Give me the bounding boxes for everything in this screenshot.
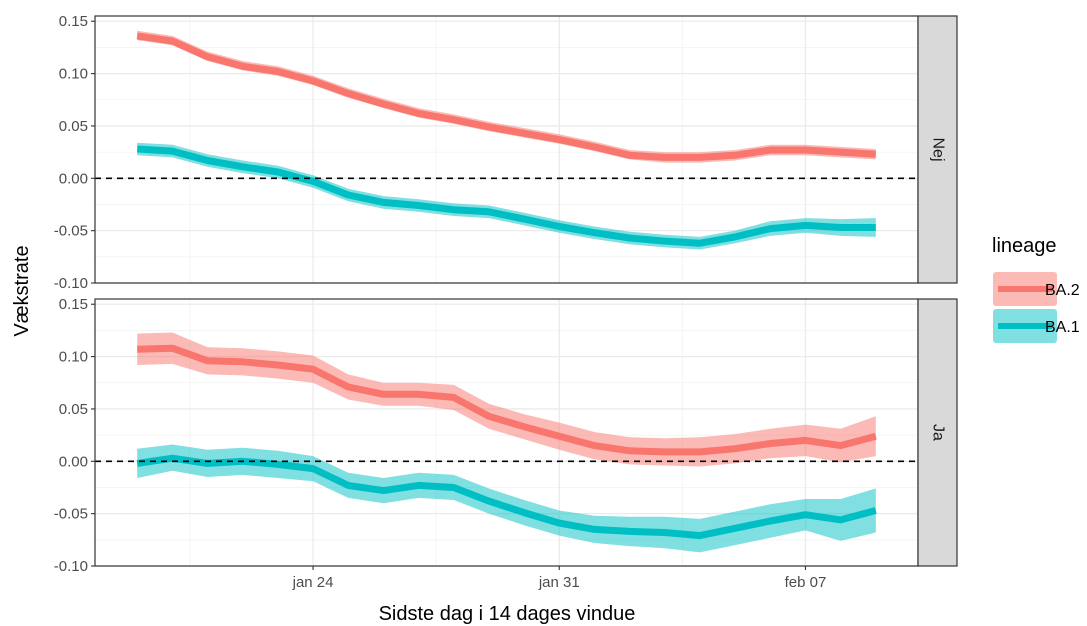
y-tick-label: 0.05 <box>59 118 88 135</box>
y-tick-label: 0.05 <box>59 401 88 418</box>
facet-strip <box>917 298 958 567</box>
legend-label-ba2: BA.2 <box>1045 282 1080 299</box>
y-axis-title: Vækstrate <box>11 245 33 336</box>
y-tick-label: 0.15 <box>59 13 88 30</box>
facet-panels: Nej -0.10 -0.05 0.00 0.05 0.10 0.15 Ja -0.10 -0.0… <box>54 13 958 591</box>
facet-panel-nej: Nej -0.10 -0.05 0.00 0.05 0.10 0.15 <box>54 13 958 292</box>
x-axis-title: Sidste dag i 14 dages vindue <box>379 603 636 625</box>
y-tick-label: 0.10 <box>59 66 88 83</box>
legend-label-ba1: BA.1 <box>1045 319 1080 336</box>
y-tick-label: -0.05 <box>54 506 88 523</box>
series-line-ba1 <box>136 454 877 540</box>
facet-strip-label: Ja <box>929 424 946 441</box>
legend-item-ba2: BA.2 <box>993 272 1080 306</box>
y-tick-label: 0.00 <box>59 170 88 187</box>
y-tick-label: 0.00 <box>59 453 88 470</box>
y-tick-label: -0.05 <box>54 223 88 240</box>
legend: lineage BA.2 BA.1 <box>992 235 1080 343</box>
y-tick-label: -0.10 <box>54 275 88 292</box>
y-tick-label: 0.10 <box>59 349 88 366</box>
facet-panel-ja: Ja -0.10 -0.05 0.00 0.05 0.10 0.15 jan 24 jan 31… <box>54 296 958 591</box>
series-line-ba2 <box>136 32 877 161</box>
facet-strip <box>917 15 958 284</box>
y-tick-label: 0.15 <box>59 296 88 313</box>
series-line-ba2 <box>137 344 877 456</box>
ribbon-ba2 <box>137 332 876 467</box>
legend-title: lineage <box>992 235 1057 257</box>
x-tick-label: feb 07 <box>785 574 827 591</box>
x-tick-label: jan 24 <box>292 574 334 591</box>
y-tick-label: -0.10 <box>54 558 88 575</box>
series-line-ba1 <box>136 145 876 247</box>
x-tick-label: jan 31 <box>538 574 580 591</box>
facet-strip-label: Nej <box>929 137 946 161</box>
legend-item-ba1: BA.1 <box>993 309 1080 343</box>
